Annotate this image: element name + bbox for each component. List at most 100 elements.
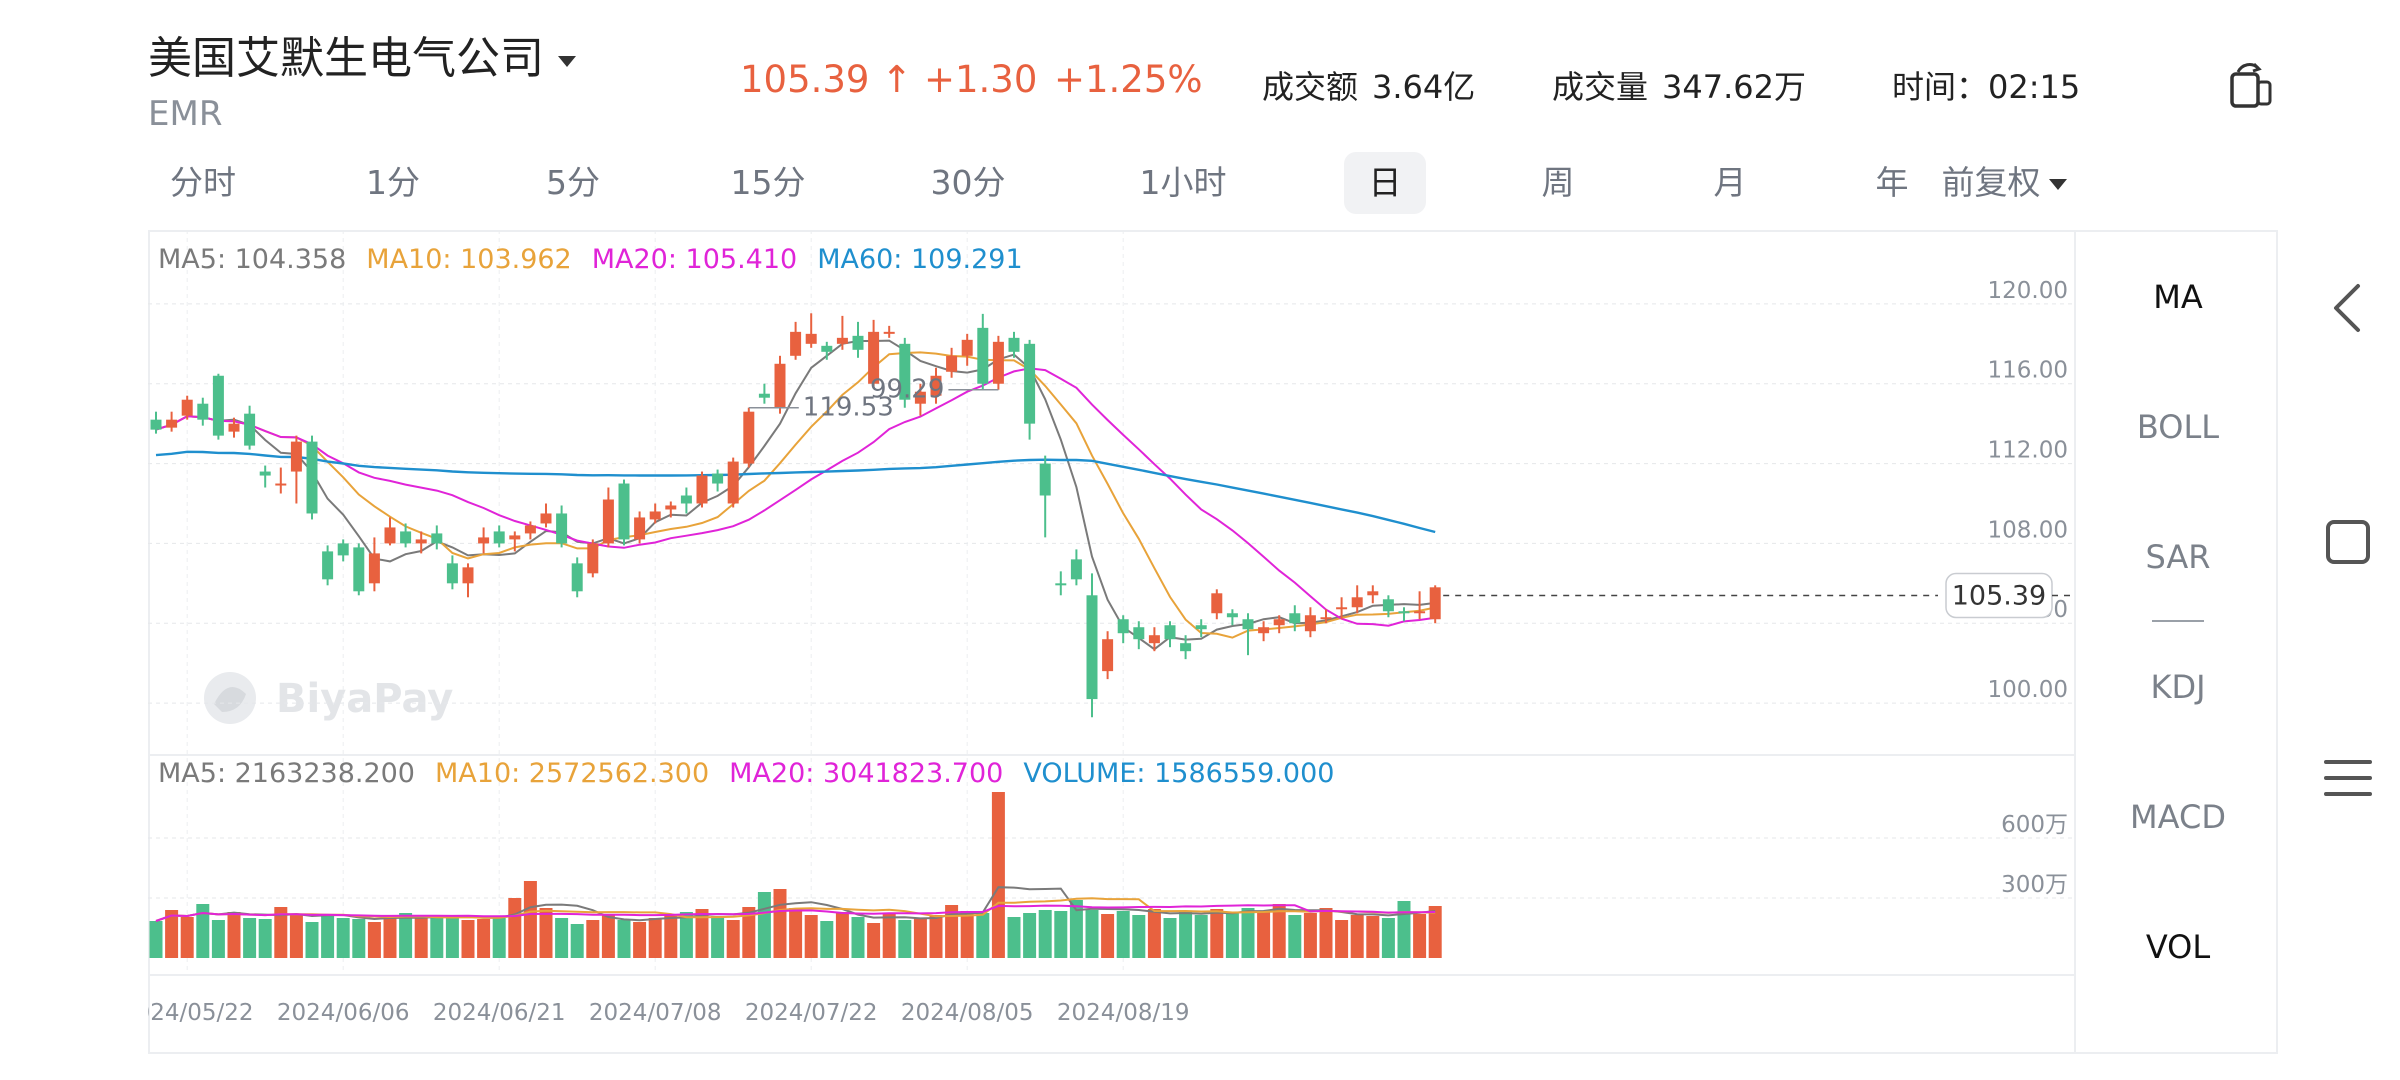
period-tab-15min[interactable]: 15分 — [730, 163, 806, 202]
period-tab-1hour[interactable]: 1小时 — [1139, 163, 1227, 202]
candle-body — [462, 567, 474, 584]
volume-bar — [1303, 913, 1317, 958]
watermark: BiyaPay — [204, 672, 453, 724]
period-tab-30min[interactable]: 30分 — [930, 163, 1006, 202]
candle-body — [1055, 583, 1067, 586]
back-icon[interactable] — [2318, 278, 2378, 338]
volume-bar — [305, 922, 319, 958]
indicator-sar[interactable]: SAR — [2145, 538, 2211, 576]
volume-bar — [383, 917, 397, 958]
period-tab-1min[interactable]: 1分 — [366, 163, 420, 202]
volume-bar — [196, 904, 210, 958]
indicator-boll[interactable]: BOLL — [2136, 408, 2220, 446]
volume-bar — [773, 889, 787, 958]
indicator-kdj[interactable]: KDJ — [2150, 668, 2206, 706]
volume-bar — [726, 920, 740, 958]
indicator-divider — [2152, 620, 2204, 622]
candle-body — [306, 441, 318, 514]
candle-body — [1429, 587, 1441, 620]
candle-body — [150, 419, 162, 430]
candle-body — [509, 535, 521, 540]
volume-bar — [1007, 917, 1021, 958]
volume-bar — [929, 915, 943, 958]
period-tab-5min[interactable]: 5分 — [546, 163, 600, 202]
candle-body — [1242, 619, 1254, 630]
stock-name-selector[interactable]: 美国艾默生电气公司 — [148, 22, 576, 86]
candle-body — [805, 333, 817, 344]
volume-bar — [664, 915, 678, 958]
volume-bar — [539, 908, 553, 958]
volume-bar — [945, 905, 959, 958]
candle-body — [181, 399, 193, 416]
volume-bar — [1381, 918, 1395, 958]
volume-bar — [586, 920, 600, 958]
volume-bar — [289, 914, 303, 958]
candle-body — [790, 331, 802, 356]
candle-body — [946, 355, 958, 372]
low-marker-label: 99.29 — [870, 375, 944, 405]
volume-bar — [1163, 918, 1177, 958]
indicator-vol[interactable]: VOL — [2145, 928, 2211, 966]
volume-bar — [180, 917, 194, 958]
volume-bar — [555, 918, 569, 958]
recents-menu-icon[interactable] — [2318, 748, 2378, 808]
volume-tick-label: 600万 — [2001, 812, 2068, 838]
volume-bar — [1194, 915, 1208, 958]
candle-body — [1289, 613, 1301, 624]
stock-name: 美国艾默生电气公司 — [148, 33, 544, 84]
volume-bar — [1366, 916, 1380, 958]
volume-bar — [492, 918, 506, 958]
indicator-ma[interactable]: MA — [2153, 278, 2203, 316]
volume-bar — [804, 915, 818, 958]
adjust-selector[interactable]: 前复权 — [1934, 152, 2074, 214]
candle-body — [197, 403, 209, 420]
candle-body — [930, 375, 942, 396]
date-tick-label: 2024/06/06 — [277, 1000, 410, 1026]
volume-bar — [352, 919, 366, 958]
candle-body — [228, 423, 240, 432]
period-tab-intraday[interactable]: 分时 — [170, 163, 236, 202]
volume-bar — [243, 918, 257, 958]
date-tick-label: 2024/07/22 — [745, 1000, 878, 1026]
candle-body — [290, 441, 302, 472]
copy-icon[interactable] — [2224, 58, 2278, 112]
candle-body — [1320, 617, 1332, 620]
volume-bar — [1272, 904, 1286, 958]
candle-body — [1070, 559, 1082, 580]
volume-bar — [851, 917, 865, 958]
candle-body — [680, 495, 692, 504]
volume-bar — [258, 919, 272, 958]
candle-body — [1414, 611, 1426, 614]
volume-bar — [1397, 901, 1411, 958]
volume-bar — [1085, 910, 1099, 958]
up-arrow-icon: ↑ — [881, 58, 913, 101]
volume-tick-label: 300万 — [2001, 872, 2068, 898]
candle-body — [1008, 337, 1020, 352]
period-tab-month[interactable]: 月 — [1713, 163, 1747, 202]
period-tab-day[interactable]: 日 — [1344, 152, 1426, 214]
volume-bar — [617, 920, 631, 958]
candle-body — [524, 525, 536, 534]
volume-bar — [1132, 915, 1146, 958]
price-change-pct: +1.25% — [1054, 58, 1203, 101]
kline-chart[interactable]: BiyaPay 120.00116.00112.00108.00104.0010… — [148, 230, 2074, 1054]
ma10-line — [155, 351, 1436, 639]
candle-body — [384, 527, 396, 544]
stock-ticker: EMR — [148, 94, 223, 134]
volume-bar — [274, 907, 288, 958]
candle-body — [571, 563, 583, 592]
indicator-macd[interactable]: MACD — [2130, 798, 2226, 836]
ma-legend-item: MA5: 104.358 — [158, 244, 346, 275]
volume-bar — [430, 915, 444, 958]
volume-bar — [835, 912, 849, 958]
candle-body — [758, 393, 770, 398]
volume-bar — [336, 918, 350, 958]
home-icon[interactable] — [2318, 512, 2378, 572]
period-tab-week[interactable]: 周 — [1541, 163, 1575, 202]
candle-body — [1273, 619, 1285, 626]
candle-body — [1148, 635, 1160, 644]
period-tab-year[interactable]: 年 — [1875, 163, 1909, 202]
stock-header: 美国艾默生电气公司 EMR — [148, 22, 576, 134]
volume-bar — [882, 914, 896, 958]
time-value: 02:15 — [1988, 68, 2081, 106]
